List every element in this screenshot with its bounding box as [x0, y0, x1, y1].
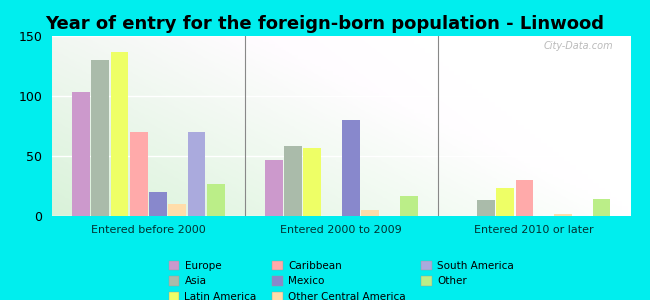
Bar: [207, 184, 225, 216]
Bar: [111, 52, 128, 216]
Bar: [92, 60, 109, 216]
Bar: [515, 180, 533, 216]
Text: City-Data.com: City-Data.com: [543, 41, 613, 51]
Bar: [150, 192, 167, 216]
Bar: [304, 148, 321, 216]
Bar: [361, 210, 379, 216]
Text: Year of entry for the foreign-born population - Linwood: Year of entry for the foreign-born popul…: [46, 15, 605, 33]
Bar: [554, 214, 572, 216]
Bar: [188, 132, 205, 216]
Bar: [342, 120, 359, 216]
Bar: [497, 188, 514, 216]
Bar: [168, 204, 186, 216]
Bar: [400, 196, 417, 216]
Bar: [265, 160, 283, 216]
Bar: [477, 200, 495, 216]
Bar: [130, 132, 148, 216]
Bar: [593, 199, 610, 216]
Bar: [284, 146, 302, 216]
Bar: [72, 92, 90, 216]
Legend: Europe, Asia, Latin America, Caribbean, Mexico, Other Central America, South Ame: Europe, Asia, Latin America, Caribbean, …: [169, 261, 514, 300]
